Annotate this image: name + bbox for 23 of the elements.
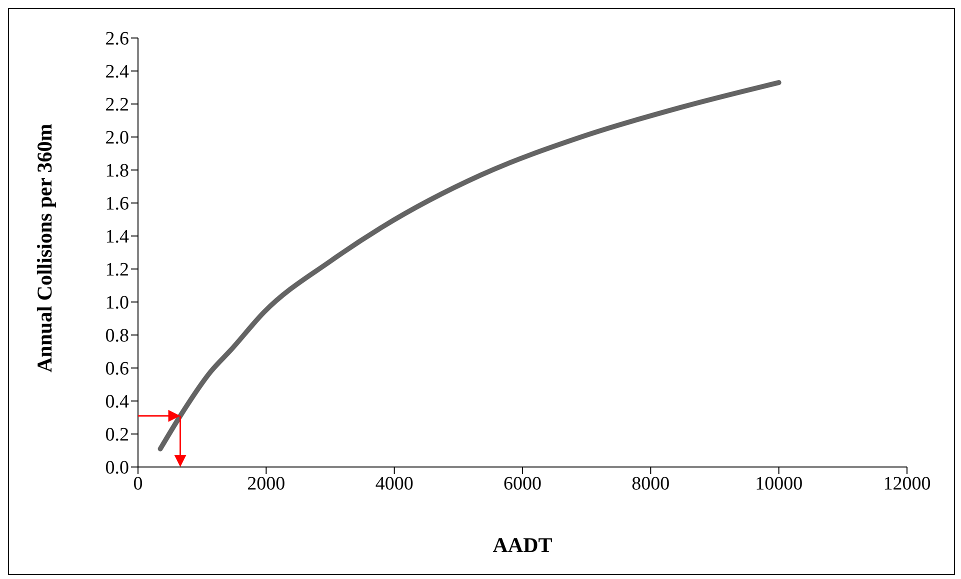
y-tick-label: 1.2 [105, 260, 129, 281]
y-tick-label: 1.6 [105, 194, 129, 215]
y-axis-title: Annual Collisions per 360m [32, 123, 56, 372]
y-tick-label: 2.6 [105, 28, 129, 50]
y-tick-label: 1.8 [105, 160, 129, 182]
y-tick-label: 0.4 [105, 392, 130, 413]
x-tick-label: 10000 [755, 473, 803, 494]
x-tick-label: 0 [133, 473, 143, 494]
x-axis-title: AADT [492, 533, 552, 557]
y-tick-label: 2.4 [105, 62, 130, 83]
y-tick-label: 0.2 [105, 424, 129, 446]
y-tick-label: 2.0 [105, 128, 129, 149]
y-tick-label: 0.6 [105, 358, 129, 380]
y-tick-label: 1.0 [105, 292, 129, 314]
y-tick-label: 0.0 [105, 458, 129, 479]
x-tick-label: 12000 [883, 473, 931, 494]
y-tick-label: 2.2 [105, 94, 129, 116]
x-tick-label: 6000 [504, 473, 542, 494]
y-tick-label: 0.8 [105, 326, 129, 347]
y-tick-label: 1.4 [105, 226, 130, 248]
x-tick-label: 8000 [632, 473, 670, 494]
x-tick-label: 4000 [375, 473, 414, 494]
x-tick-label: 2000 [247, 473, 286, 494]
